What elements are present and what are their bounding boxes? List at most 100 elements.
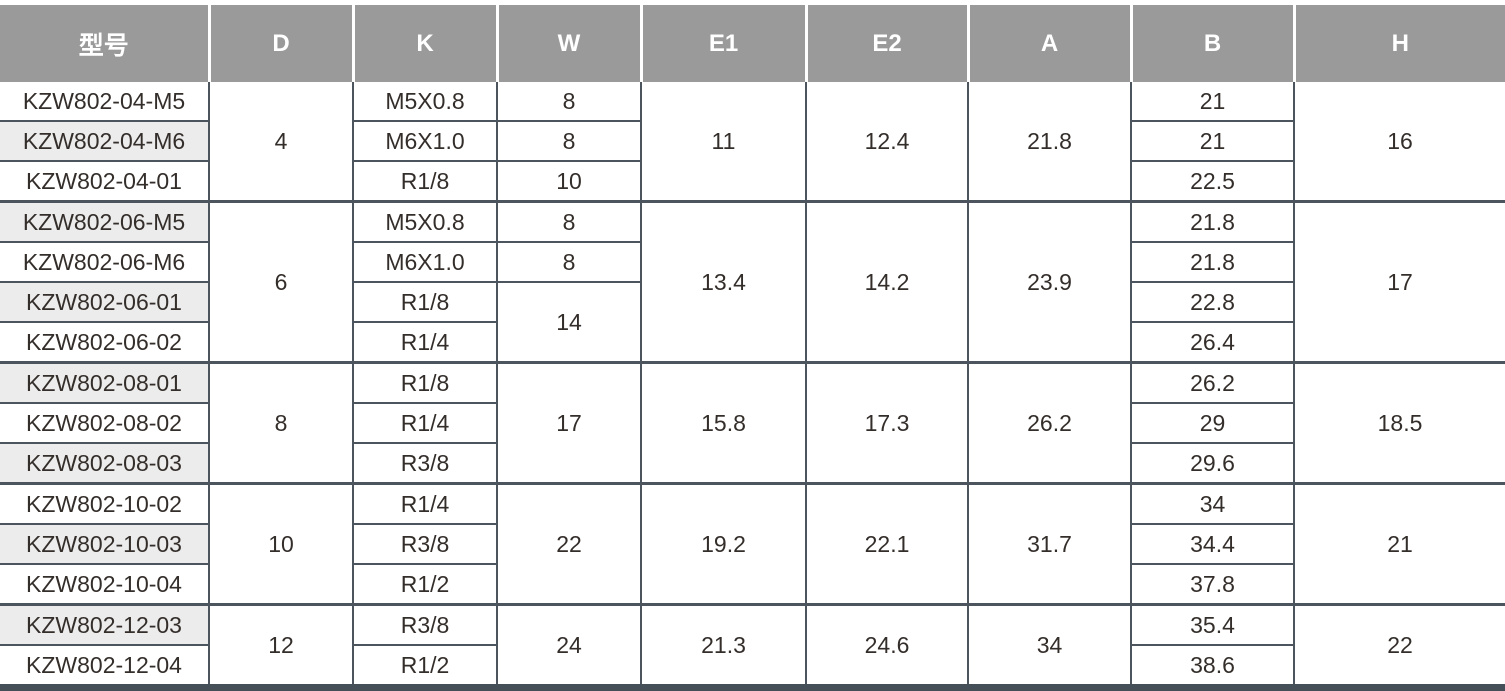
model-cell: KZW802-04-M5	[0, 82, 209, 121]
k-cell: R1/8	[352, 361, 497, 403]
model-cell: KZW802-06-M5	[0, 200, 209, 242]
b-cell: 21	[1130, 82, 1294, 121]
model-cell: KZW802-08-03	[0, 442, 209, 484]
model-cell: KZW802-04-01	[0, 160, 209, 202]
h-cell: 17	[1293, 200, 1505, 363]
b-cell: 22.8	[1130, 281, 1294, 322]
col-header-w: W	[495, 5, 641, 82]
h-cell: 18.5	[1293, 361, 1505, 484]
model-cell: KZW802-08-01	[0, 361, 209, 403]
e1-cell: 21.3	[640, 603, 806, 684]
e1-cell: 11	[640, 82, 806, 202]
e1-cell: 15.8	[640, 361, 806, 484]
w-cell: 22	[496, 482, 641, 605]
d-cell: 6	[208, 200, 353, 363]
table-row: KZW802-06-02 R1/4 26.4	[0, 321, 1505, 363]
b-cell: 37.8	[1130, 563, 1294, 605]
w-cell: 8	[496, 82, 641, 121]
w-cell: 8	[496, 200, 641, 242]
table-row: KZW802-12-04 R1/2 38.6	[0, 644, 1505, 684]
table-body: KZW802-04-M5 4 M5X0.8 8 11 12.4 21.8 21 …	[0, 82, 1505, 684]
a-cell: 26.2	[967, 361, 1131, 484]
k-cell: M6X1.0	[352, 120, 497, 161]
e2-cell: 17.3	[805, 361, 968, 484]
table-row: KZW802-06-M6 M6X1.0 8 21.8	[0, 241, 1505, 282]
table-row: KZW802-06-M5 6 M5X0.8 8 13.4 14.2 23.9 2…	[0, 200, 1505, 363]
table-row: KZW802-10-03 R3/8 34.4	[0, 523, 1505, 564]
model-cell: KZW802-08-02	[0, 402, 209, 443]
b-cell: 34	[1130, 482, 1294, 524]
page: 型号 D K W E1 E2 A B H KZW802-04-M5 4 M5X0…	[0, 5, 1505, 691]
w-cell: 8	[496, 241, 641, 282]
b-cell: 21.8	[1130, 241, 1294, 282]
table-row: KZW802-12-03 12 R3/8 24 21.3 24.6 34 35.…	[0, 603, 1505, 684]
b-cell: 21.8	[1130, 200, 1294, 242]
model-cell: KZW802-12-04	[0, 644, 209, 684]
b-cell: 35.4	[1130, 603, 1294, 645]
b-cell: 29	[1130, 402, 1294, 443]
header-row: 型号 D K W E1 E2 A B H	[0, 5, 1505, 82]
e2-cell: 24.6	[805, 603, 968, 684]
table-row: KZW802-08-01 8 R1/8 17 15.8 17.3 26.2 26…	[0, 361, 1505, 484]
col-header-a: A	[966, 5, 1131, 82]
w-cell: 24	[496, 603, 641, 684]
e1-cell: 13.4	[640, 200, 806, 363]
a-cell: 31.7	[967, 482, 1131, 605]
table-row: KZW802-06-01 R1/8 14 22.8	[0, 281, 1505, 363]
b-cell: 22.5	[1130, 160, 1294, 202]
d-cell: 12	[208, 603, 353, 684]
table-row: KZW802-04-01 R1/8 10 22.5	[0, 160, 1505, 202]
a-cell: 21.8	[967, 82, 1131, 202]
k-cell: M5X0.8	[352, 200, 497, 242]
h-cell: 22	[1293, 603, 1505, 684]
a-cell: 34	[967, 603, 1131, 684]
k-cell: R3/8	[352, 603, 497, 645]
b-cell: 26.4	[1130, 321, 1294, 363]
b-cell: 21	[1130, 120, 1294, 161]
table-row: KZW802-04-M6 M6X1.0 8 21	[0, 120, 1505, 161]
table-row: KZW802-08-02 R1/4 29	[0, 402, 1505, 443]
spec-table: 型号 D K W E1 E2 A B H KZW802-04-M5 4 M5X0…	[0, 5, 1505, 684]
k-cell: R1/2	[352, 563, 497, 605]
e2-cell: 12.4	[805, 82, 968, 202]
k-cell: M6X1.0	[352, 241, 497, 282]
k-cell: R1/2	[352, 644, 497, 684]
e1-cell: 19.2	[640, 482, 806, 605]
model-cell: KZW802-12-03	[0, 603, 209, 645]
w-cell: 10	[496, 160, 641, 202]
model-cell: KZW802-10-02	[0, 482, 209, 524]
col-header-d: D	[207, 5, 353, 82]
e2-cell: 14.2	[805, 200, 968, 363]
table-row: KZW802-10-04 R1/2 37.8	[0, 563, 1505, 605]
d-cell: 10	[208, 482, 353, 605]
table-row: KZW802-04-M5 4 M5X0.8 8 11 12.4 21.8 21 …	[0, 82, 1505, 202]
w-cell: 14	[496, 281, 641, 363]
model-cell: KZW802-10-03	[0, 523, 209, 564]
h-cell: 16	[1293, 82, 1505, 202]
model-cell: KZW802-06-01	[0, 281, 209, 322]
model-cell: KZW802-06-02	[0, 321, 209, 363]
table-header: 型号 D K W E1 E2 A B H	[0, 5, 1505, 82]
table-bottom-rule	[0, 684, 1505, 691]
a-cell: 23.9	[967, 200, 1131, 363]
b-cell: 38.6	[1130, 644, 1294, 684]
table-row: KZW802-10-02 10 R1/4 22 19.2 22.1 31.7 3…	[0, 482, 1505, 605]
e2-cell: 22.1	[805, 482, 968, 605]
w-cell: 17	[496, 361, 641, 484]
col-header-model: 型号	[0, 5, 209, 82]
k-cell: R3/8	[352, 442, 497, 484]
model-cell: KZW802-10-04	[0, 563, 209, 605]
model-cell: KZW802-04-M6	[0, 120, 209, 161]
k-cell: R1/4	[352, 482, 497, 524]
k-cell: R1/4	[352, 402, 497, 443]
d-cell: 8	[208, 361, 353, 484]
k-cell: M5X0.8	[352, 82, 497, 121]
k-cell: R1/4	[352, 321, 497, 363]
col-header-h: H	[1292, 5, 1505, 82]
col-header-b: B	[1129, 5, 1294, 82]
k-cell: R3/8	[352, 523, 497, 564]
b-cell: 34.4	[1130, 523, 1294, 564]
model-cell: KZW802-06-M6	[0, 241, 209, 282]
b-cell: 26.2	[1130, 361, 1294, 403]
k-cell: R1/8	[352, 281, 497, 322]
